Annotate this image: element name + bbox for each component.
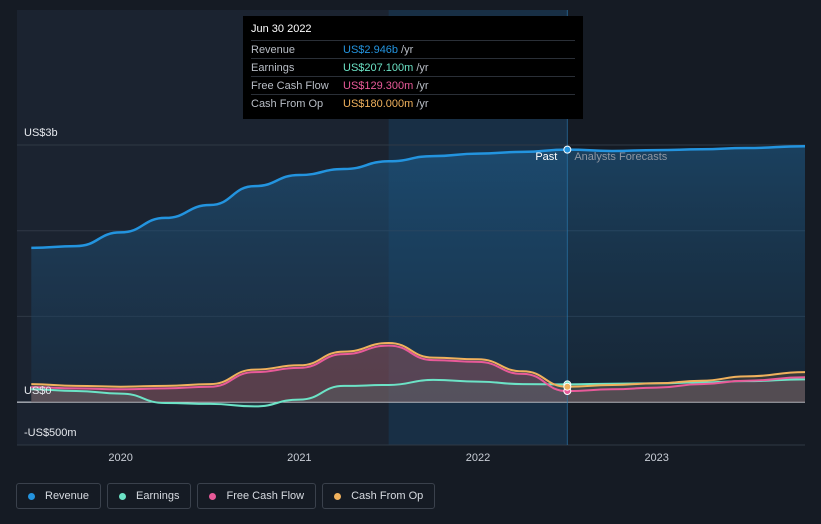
- tooltip-value: US$180.000m: [343, 97, 414, 110]
- tooltip-value: US$207.100m: [343, 61, 414, 74]
- forecast-label: Analysts Forecasts: [574, 151, 667, 163]
- earnings-dot-icon: [119, 492, 127, 500]
- free-cash-flow-dot-icon: [209, 492, 217, 500]
- tooltip-unit: /yr: [416, 79, 429, 92]
- tooltip-label: Revenue: [251, 43, 296, 56]
- axis-labels: Past Analysts Forecasts US$3b US$0 -US$500m 2…: [24, 127, 669, 464]
- tooltip-label: Earnings: [251, 61, 295, 74]
- tooltip-unit: /yr: [416, 61, 429, 74]
- legend-item-revenue[interactable]: Revenue: [16, 483, 102, 509]
- cash-from-op-line: [31, 342, 806, 388]
- cash-from-op-area: [31, 343, 806, 403]
- legend-item-cash-from-op[interactable]: Cash From Op: [322, 483, 436, 509]
- tooltip-date: Jun 30 2022: [251, 23, 312, 35]
- tooltip-value: US$129.300m: [343, 79, 414, 92]
- tooltip-row-free-cash-flow: Free Cash Flow US$129.300m /yr: [251, 76, 575, 94]
- x-tick-label: 2023: [644, 452, 668, 464]
- y-tick-label: US$3b: [24, 127, 58, 139]
- legend-label: Free Cash Flow: [226, 490, 305, 502]
- tooltip-unit: /yr: [401, 43, 414, 56]
- legend-item-free-cash-flow[interactable]: Free Cash Flow: [197, 483, 317, 509]
- cash-from-op-dot-icon: [334, 492, 342, 500]
- x-tick-label: 2020: [108, 452, 132, 464]
- cash-from-op-marker: [563, 382, 572, 391]
- series-lines: [31, 145, 806, 408]
- tooltip-unit: /yr: [416, 97, 429, 110]
- revenue-area: [31, 146, 806, 403]
- tooltip-value: US$2.946b: [343, 43, 399, 56]
- legend-item-earnings[interactable]: Earnings: [107, 483, 192, 509]
- legend-label: Revenue: [45, 490, 90, 502]
- tooltip-row-revenue: Revenue US$2.946b /yr: [251, 40, 575, 58]
- y-tick-label: -US$500m: [24, 427, 77, 439]
- tooltip-label: Cash From Op: [251, 97, 324, 110]
- tooltip: Jun 30 2022 Revenue US$2.946b /yr Earnin…: [243, 16, 583, 119]
- series-areas: [31, 146, 806, 407]
- legend-label: Cash From Op: [351, 490, 424, 502]
- legend: Revenue Earnings Free Cash Flow Cash Fro…: [16, 483, 436, 509]
- free-cash-flow-area: [31, 345, 806, 403]
- tooltip-row-cash-from-op: Cash From Op US$180.000m /yr: [251, 94, 575, 112]
- legend-label: Earnings: [136, 490, 180, 502]
- x-tick-label: 2022: [466, 452, 490, 464]
- tooltip-row-earnings: Earnings US$207.100m /yr: [251, 58, 575, 76]
- earnings-area: [31, 379, 806, 407]
- past-label: Past: [535, 151, 557, 163]
- tooltip-label: Free Cash Flow: [251, 79, 329, 92]
- y-tick-label: US$0: [24, 385, 52, 397]
- revenue-dot-icon: [28, 492, 35, 500]
- free-cash-flow-line: [31, 344, 806, 393]
- revenue-line: [31, 145, 806, 250]
- x-tick-label: 2021: [287, 452, 311, 464]
- revenue-marker: [563, 145, 572, 154]
